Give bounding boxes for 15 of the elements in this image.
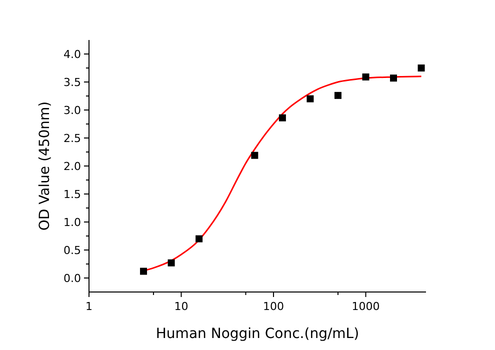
y-tick-label: 0.0	[64, 272, 81, 285]
y-tick-label: 1.5	[64, 188, 81, 201]
x-axis-title: Human Noggin Conc.(ng/mL)	[156, 326, 360, 342]
x-tick-label: 100	[262, 300, 284, 313]
x-tick-label: 1	[86, 300, 92, 313]
y-tick-label: 1.0	[64, 216, 81, 229]
x-tick-label: 1000	[352, 300, 380, 313]
y-tick-label: 3.0	[64, 104, 81, 117]
y-axis-title: OD Value (450nm)	[37, 101, 53, 231]
y-tick-label: 2.5	[64, 132, 81, 145]
y-tick-label: 3.5	[64, 76, 81, 89]
x-tick-label: 10	[174, 300, 188, 313]
y-tick-label: 2.0	[64, 160, 81, 173]
y-tick-label: 4.0	[64, 48, 81, 61]
y-tick-label: 0.5	[64, 244, 81, 257]
